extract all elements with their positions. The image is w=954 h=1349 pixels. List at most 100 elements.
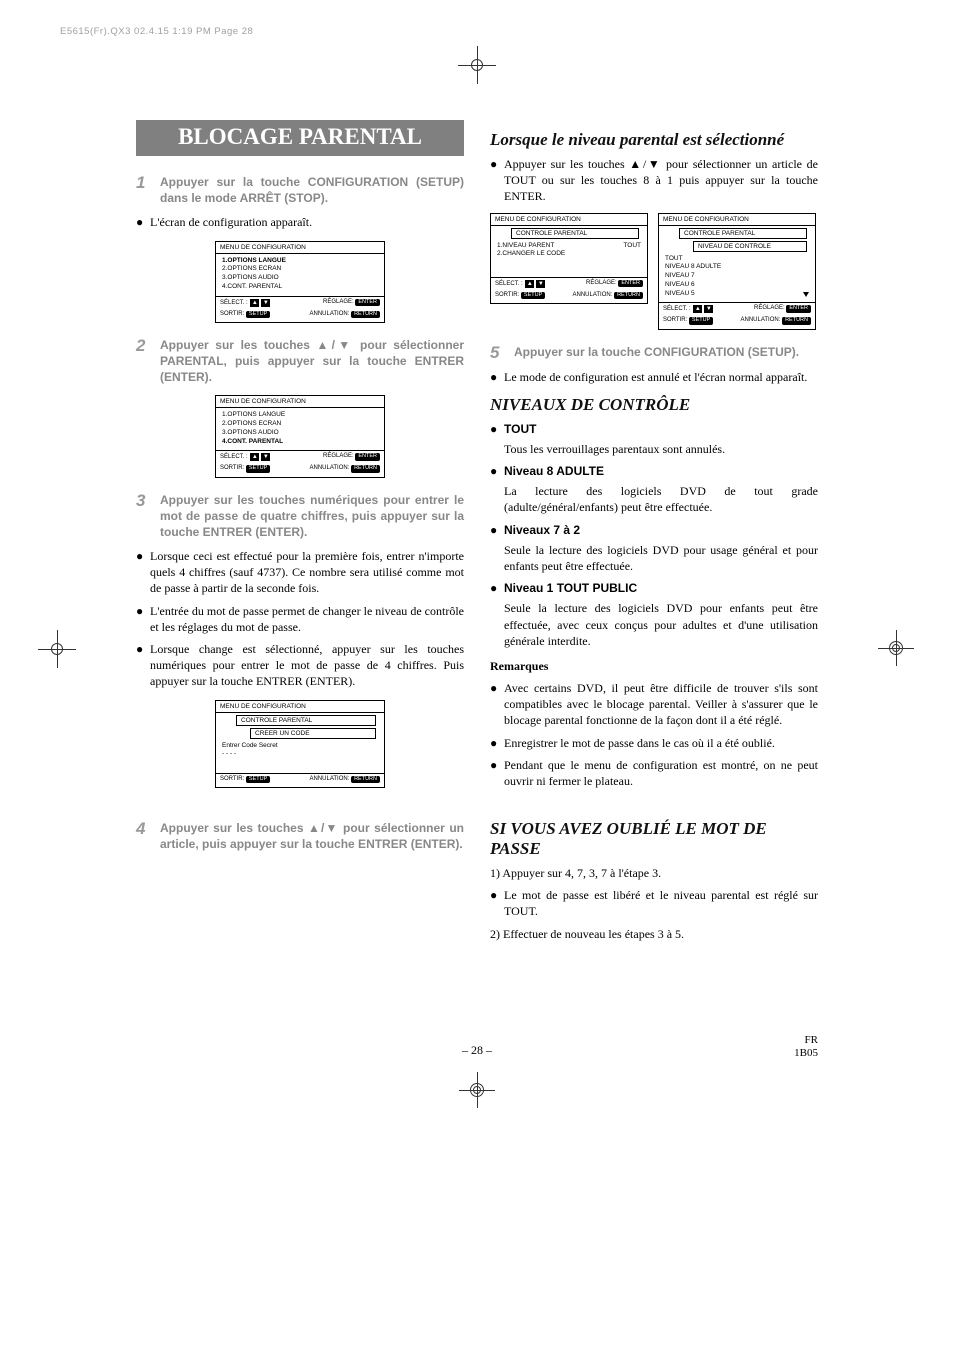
level-7-2-text: Seule la lecture des logiciels DVD pour … xyxy=(504,542,818,574)
menu-line: TOUT xyxy=(665,255,809,264)
menu-line: 1.OPTIONS LANGUE xyxy=(222,411,378,420)
page-code: FR1B05 xyxy=(794,1034,818,1060)
step-3-bullet-2: ●L'entrée du mot de passe permet de chan… xyxy=(136,603,464,635)
menu-line: 1.NIVEAU PARENTTOUT xyxy=(497,242,641,251)
registration-mark-left xyxy=(48,640,66,658)
step-5: 5 Appuyer sur la touche CONFIGURATION (S… xyxy=(490,344,818,361)
menu-diagram-5: MENU DE CONFIGURATION CONTROLE PARENTAL … xyxy=(658,213,816,330)
menu-sub-1: CONTROLE PARENTAL xyxy=(236,715,376,726)
level-8-text: La lecture des logiciels DVD de tout gra… xyxy=(504,483,818,515)
registration-mark-right xyxy=(886,638,906,658)
menu-line: NIVEAU 8 ADULTE xyxy=(665,263,809,272)
menu-body: Entrer Code Secret - - - - xyxy=(216,739,384,774)
menu-line: 2.OPTIONS ECRAN xyxy=(222,420,378,429)
menu-footer-2: SORTIR: SETUP ANNULATION: RETURN xyxy=(659,315,815,326)
menu-line: NIVEAU 6 xyxy=(665,281,809,290)
menu-body: 1.OPTIONS LANGUE 2.OPTIONS ECRAN 3.OPTIO… xyxy=(216,254,384,296)
level-tout: ●TOUT xyxy=(490,421,818,437)
menu-footer: SÉLECT. : ▲▼ RÉGLAGE: ENTER xyxy=(659,302,815,315)
menu-line: 1.OPTIONS LANGUE xyxy=(222,257,378,266)
menu-body: TOUT NIVEAU 8 ADULTE NIVEAU 7 NIVEAU 6 N… xyxy=(659,252,815,303)
level-tout-text: Tous les verrouillages parentaux sont an… xyxy=(504,441,818,457)
menu-diagram-1: MENU DE CONFIGURATION 1.OPTIONS LANGUE 2… xyxy=(215,241,385,323)
remark-3: ●Pendant que le menu de configuration es… xyxy=(490,757,818,789)
menu-footer-2: SORTIR: SETUP ANNULATION: RETURN xyxy=(491,290,647,301)
menu-line: 3.OPTIONS AUDIO xyxy=(222,429,378,438)
menu-diagram-4: MENU DE CONFIGURATION CONTROLE PARENTAL … xyxy=(490,213,648,305)
forgot-step-1: 1) Appuyer sur 4, 7, 3, 7 à l'étape 3. xyxy=(490,865,818,881)
bullet-dot: ● xyxy=(136,214,144,230)
menu-sub-1: CONTROLE PARENTAL xyxy=(511,228,639,239)
menu-footer: SORTIR: SETUP ANNULATION: RETURN xyxy=(216,773,384,785)
menu-body: 1.NIVEAU PARENTTOUT 2.CHANGER LE CODE xyxy=(491,239,647,278)
menu-title: MENU DE CONFIGURATION xyxy=(491,214,647,226)
page: E5615(Fr).QX3 02.4.15 1:19 PM Page 28 BL… xyxy=(0,0,954,1238)
forgot-step-2: 2) Effectuer de nouveau les étapes 3 à 5… xyxy=(490,926,818,942)
step-4-num: 4 xyxy=(136,820,150,852)
level-1: ●Niveau 1 TOUT PUBLIC xyxy=(490,580,818,596)
menu-line: NIVEAU 5 xyxy=(665,290,809,299)
menu-line: 2.OPTIONS ECRAN xyxy=(222,265,378,274)
step-1: 1 Appuyer sur la touche CONFIGURATION (S… xyxy=(136,174,464,206)
menu-line: 3.OPTIONS AUDIO xyxy=(222,274,378,283)
step-3-bullet-1: ●Lorsque ceci est effectué pour la premi… xyxy=(136,548,464,597)
menu-line: NIVEAU 7 xyxy=(665,272,809,281)
menu-line: Entrer Code Secret xyxy=(222,742,378,751)
menu-line: 4.CONT. PARENTAL xyxy=(222,438,378,447)
step-1-bullet: ● L'écran de configuration apparaît. xyxy=(136,214,464,230)
step-5-num: 5 xyxy=(490,344,504,361)
menu-footer: SÉLECT. : ▲▼ RÉGLAGE: ENTER xyxy=(216,450,384,463)
step-3-num: 3 xyxy=(136,492,150,541)
menu-pair: MENU DE CONFIGURATION CONTROLE PARENTAL … xyxy=(490,213,818,330)
right-heading-3a: SI VOUS AVEZ OUBLIÉ LE MOT DE xyxy=(490,819,818,839)
bullet-text: L'écran de configuration apparaît. xyxy=(150,214,464,230)
step-3-text: Appuyer sur les touches numériques pour … xyxy=(160,492,464,541)
step-3-bullet-3: ●Lorsque change est sélectionné, appuyer… xyxy=(136,641,464,690)
menu-footer: SÉLECT. : ▲▼ RÉGLAGE: ENTER xyxy=(216,296,384,309)
menu-footer-2: SORTIR: SETUP ANNULATION: RETURN xyxy=(216,309,384,320)
print-header: E5615(Fr).QX3 02.4.15 1:19 PM Page 28 xyxy=(60,26,253,37)
menu-footer-2: SORTIR: SETUP ANNULATION: RETURN xyxy=(216,463,384,474)
chevron-down-icon xyxy=(803,292,809,297)
forgot-bullet: ●Le mot de passe est libéré et le niveau… xyxy=(490,887,818,919)
level-8: ●Niveau 8 ADULTE xyxy=(490,463,818,479)
menu-line: - - - - xyxy=(222,750,378,759)
right-bullet-intro: ●Appuyer sur les touches ▲/▼ pour sélect… xyxy=(490,156,818,205)
step-1-text: Appuyer sur la touche CONFIGURATION (SET… xyxy=(160,174,464,206)
menu-title: MENU DE CONFIGURATION xyxy=(659,214,815,226)
menu-sub-2: CREER UN CODE xyxy=(250,728,376,739)
step-3: 3 Appuyer sur les touches numériques pou… xyxy=(136,492,464,541)
menu-diagram-3: MENU DE CONFIGURATION CONTROLE PARENTAL … xyxy=(215,700,385,789)
menu-sub-2: NIVEAU DE CONTROLE xyxy=(693,241,807,252)
step-4: 4 Appuyer sur les touches ▲/▼ pour sélec… xyxy=(136,820,464,852)
step-1-num: 1 xyxy=(136,174,150,206)
step-5-text: Appuyer sur la touche CONFIGURATION (SET… xyxy=(514,344,818,361)
registration-mark-top xyxy=(468,56,486,74)
remark-2: ●Enregistrer le mot de passe dans le cas… xyxy=(490,735,818,751)
level-7-2: ●Niveaux 7 à 2 xyxy=(490,522,818,538)
remark-1: ●Avec certains DVD, il peut être diffici… xyxy=(490,680,818,729)
title-bar: BLOCAGE PARENTAL xyxy=(136,120,464,156)
menu-title: MENU DE CONFIGURATION xyxy=(216,242,384,254)
menu-sub-1: CONTROLE PARENTAL xyxy=(679,228,807,239)
menu-diagram-2: MENU DE CONFIGURATION 1.OPTIONS LANGUE 2… xyxy=(215,395,385,477)
right-column: Lorsque le niveau parental est sélection… xyxy=(490,120,818,1068)
menu-footer: SÉLECT. : ▲▼ RÉGLAGE: ENTER xyxy=(491,277,647,290)
menu-title: MENU DE CONFIGURATION xyxy=(216,396,384,408)
left-column: BLOCAGE PARENTAL 1 Appuyer sur la touche… xyxy=(136,120,464,1068)
remarks-heading: Remarques xyxy=(490,659,818,674)
menu-line: 4.CONT. PARENTAL xyxy=(222,283,378,292)
right-heading-1: Lorsque le niveau parental est sélection… xyxy=(490,130,818,150)
level-1-text: Seule la lecture des logiciels DVD pour … xyxy=(504,600,818,649)
menu-line: 2.CHANGER LE CODE xyxy=(497,250,641,259)
step-5-bullet: ●Le mode de configuration est annulé et … xyxy=(490,369,818,385)
step-2-text: Appuyer sur les touches ▲/▼ pour sélecti… xyxy=(160,337,464,386)
step-4-text: Appuyer sur les touches ▲/▼ pour sélecti… xyxy=(160,820,464,852)
right-heading-3b: PASSE xyxy=(490,839,818,859)
menu-body: 1.OPTIONS LANGUE 2.OPTIONS ECRAN 3.OPTIO… xyxy=(216,408,384,450)
menu-title: MENU DE CONFIGURATION xyxy=(216,701,384,713)
registration-mark-bottom xyxy=(467,1080,487,1100)
right-heading-2: NIVEAUX DE CONTRÔLE xyxy=(490,395,818,415)
step-2-num: 2 xyxy=(136,337,150,386)
step-2: 2 Appuyer sur les touches ▲/▼ pour sélec… xyxy=(136,337,464,386)
